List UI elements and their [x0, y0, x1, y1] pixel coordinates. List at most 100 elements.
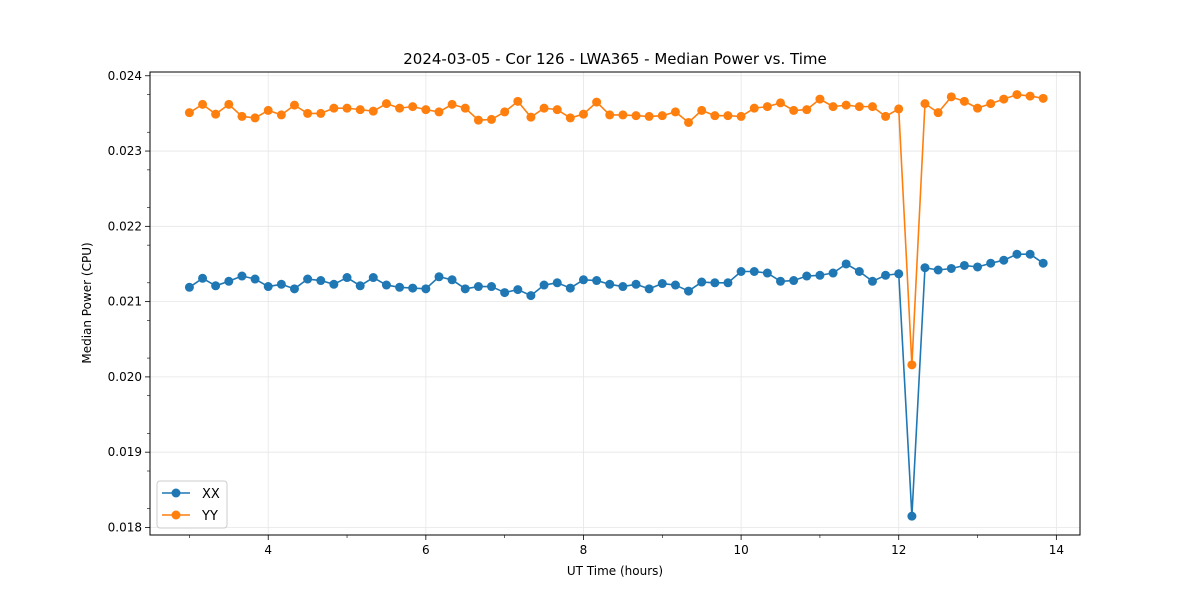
data-point-yy	[854, 102, 864, 112]
data-point-yy	[920, 99, 930, 109]
legend-label: YY	[201, 509, 218, 524]
data-point-yy	[565, 113, 575, 123]
data-point-yy	[408, 102, 418, 112]
grid	[150, 72, 1080, 535]
data-point-yy	[578, 109, 588, 119]
data-point-yy	[986, 99, 996, 109]
data-point-xx	[316, 276, 326, 286]
data-point-xx	[723, 278, 733, 288]
legend-marker-swatch	[171, 510, 181, 520]
data-point-xx	[1012, 249, 1022, 259]
data-point-yy	[421, 105, 431, 115]
data-point-xx	[421, 284, 431, 294]
data-point-yy	[776, 98, 786, 108]
data-point-xx	[736, 267, 746, 276]
series-xx	[184, 249, 1048, 521]
data-point-yy	[381, 99, 391, 109]
x-tick-label: 4	[264, 543, 272, 557]
data-point-yy	[684, 117, 694, 127]
data-point-xx	[789, 276, 799, 286]
data-point-xx	[986, 258, 996, 268]
y-tick-label: 0.020	[108, 370, 142, 384]
legend-item-yy: YY	[162, 509, 218, 524]
data-point-yy	[513, 96, 523, 106]
data-point-xx	[815, 270, 825, 280]
data-point-yy	[198, 99, 208, 109]
legend: XX YY	[156, 480, 228, 529]
data-point-yy	[815, 94, 825, 104]
series-yy	[184, 90, 1048, 370]
data-point-yy	[276, 110, 286, 120]
legend-label: XX	[202, 487, 220, 502]
data-point-xx	[447, 275, 457, 285]
data-point-yy	[881, 111, 891, 121]
data-point-xx	[329, 279, 339, 289]
data-point-yy	[539, 103, 549, 113]
data-point-xx	[198, 273, 208, 283]
data-point-yy	[605, 110, 615, 120]
plot-area-frame	[149, 71, 1081, 536]
y-tick-label: 0.023	[108, 144, 142, 158]
data-point-yy	[355, 105, 365, 115]
data-point-yy	[959, 96, 969, 106]
data-point-xx	[933, 265, 943, 275]
data-point-xx	[473, 282, 483, 292]
data-point-xx	[1038, 258, 1048, 268]
data-point-yy	[237, 111, 247, 121]
data-point-xx	[592, 276, 602, 286]
data-point-yy	[184, 108, 194, 118]
data-point-yy	[250, 113, 260, 123]
data-point-yy	[434, 107, 444, 117]
data-point-xx	[565, 283, 575, 293]
data-point-yy	[1025, 91, 1035, 101]
data-point-yy	[395, 103, 405, 113]
data-point-xx	[395, 282, 405, 292]
legend-marker-swatch	[171, 488, 181, 498]
data-point-yy	[789, 105, 799, 115]
y-tick-label: 0.018	[108, 520, 142, 534]
data-point-yy	[368, 106, 378, 116]
data-point-yy	[894, 104, 904, 114]
data-point-xx	[578, 275, 588, 285]
data-point-xx	[211, 281, 221, 291]
data-point-xx	[552, 278, 562, 288]
data-point-xx	[881, 270, 891, 280]
x-tick-label: 14	[1049, 543, 1064, 557]
data-point-yy	[316, 108, 326, 118]
data-point-xx	[841, 259, 851, 269]
x-tick-label: 8	[580, 543, 588, 557]
axis-ticks: 4 6 8 10 12 14 0.018 0.019 0.020 0.021 0.022 0.023 0…	[108, 69, 1064, 557]
data-point-yy	[946, 92, 956, 102]
data-point-yy	[644, 111, 654, 121]
data-point-xx	[263, 282, 273, 292]
x-tick-label: 12	[891, 543, 906, 557]
data-point-xx	[500, 288, 510, 298]
data-point-yy	[618, 110, 628, 120]
data-point-yy	[697, 105, 707, 115]
data-point-xx	[250, 274, 260, 284]
data-point-xx	[184, 282, 194, 292]
data-point-xx	[618, 282, 628, 292]
data-point-xx	[657, 279, 667, 289]
data-point-yy	[802, 105, 812, 115]
data-point-xx	[342, 273, 352, 283]
x-axis-label: UT Time (hours)	[567, 564, 663, 578]
data-point-xx	[684, 286, 694, 296]
data-point-xx	[355, 281, 365, 291]
y-tick-label: 0.022	[108, 219, 142, 233]
data-point-yy	[500, 107, 510, 117]
data-point-yy	[828, 102, 838, 112]
data-point-yy	[342, 103, 352, 113]
data-point-xx	[487, 282, 496, 292]
data-point-xx	[907, 511, 917, 521]
x-tick-label: 10	[733, 543, 748, 557]
data-point-yy	[526, 112, 536, 122]
data-point-xx	[762, 268, 772, 278]
data-point-yy	[303, 108, 313, 118]
data-point-xx	[513, 285, 523, 295]
data-point-xx	[1025, 249, 1035, 259]
data-point-xx	[224, 276, 234, 286]
data-point-yy	[710, 111, 720, 121]
chart-title: 2024-03-05 - Cor 126 - LWA365 - Median P…	[403, 50, 827, 68]
